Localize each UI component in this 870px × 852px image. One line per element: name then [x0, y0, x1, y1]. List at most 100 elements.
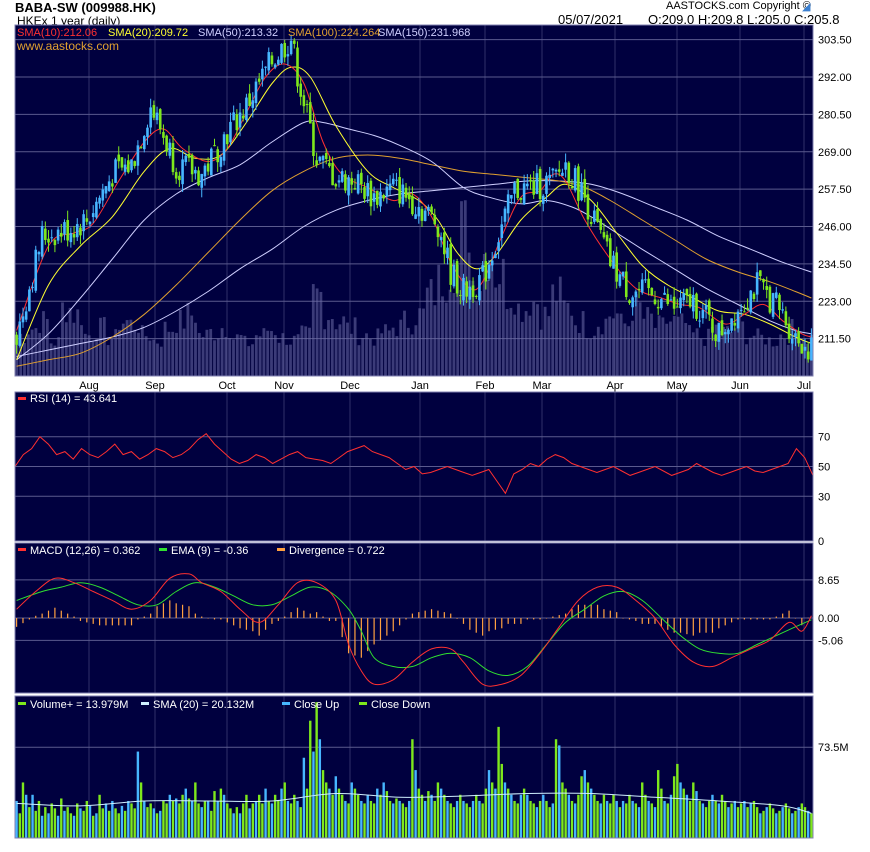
- volume-bar-down: [746, 807, 749, 838]
- candle-down: [519, 197, 523, 200]
- candle-up: [660, 299, 663, 309]
- price-volume-bar: [665, 323, 669, 376]
- candle-down: [66, 220, 69, 241]
- price-legend-2: SMA(20):209.72: [108, 27, 188, 39]
- divergence-bar: [373, 618, 375, 645]
- price-volume-bar: [517, 303, 520, 376]
- candle-down: [465, 281, 468, 297]
- candle-up: [755, 272, 759, 295]
- divergence-bar: [571, 609, 573, 618]
- price-volume-bar: [798, 340, 802, 376]
- candle-up: [526, 183, 529, 187]
- volume-bar-up: [72, 815, 76, 838]
- volume-bar-down: [545, 800, 548, 838]
- price-volume-bar: [680, 313, 684, 376]
- candle-down: [436, 226, 440, 238]
- price-volume-bar: [156, 343, 159, 376]
- divergence-bar: [456, 618, 458, 619]
- price-volume-bar: [403, 310, 406, 376]
- volume-bar-up: [184, 788, 187, 838]
- volume-bar-down: [251, 803, 255, 838]
- price-volume-bar: [460, 201, 463, 376]
- rsi-y-tick-label: 30: [818, 491, 830, 503]
- candle-down: [111, 183, 114, 187]
- candle-up: [75, 224, 79, 238]
- price-volume-bar: [68, 307, 72, 376]
- price-volume-bar: [243, 335, 247, 376]
- price-volume-bar: [80, 325, 83, 376]
- price-volume-bar: [612, 318, 615, 376]
- month-axis-label: Aug: [79, 380, 99, 392]
- candle-down: [688, 293, 692, 307]
- volume-bar-down: [171, 800, 175, 838]
- volume-bar-down: [82, 810, 85, 838]
- price-y-tick-label: 246.00: [818, 222, 852, 234]
- price-volume-bar: [235, 334, 239, 376]
- price-volume-bar: [741, 321, 745, 376]
- rsi-panel-border: [14, 391, 814, 542]
- candle-up: [541, 195, 545, 204]
- volume-bar-up: [47, 813, 50, 838]
- candle-down: [398, 177, 401, 204]
- volume-bar-up: [669, 794, 673, 838]
- divergence-bar: [520, 618, 522, 624]
- divergence-bar: [156, 606, 158, 618]
- volume-bar-down: [704, 807, 708, 838]
- sma100-line: [16, 154, 812, 367]
- divergence-bar: [424, 610, 426, 618]
- volume-bar-down: [309, 720, 312, 838]
- price-volume-bar: [703, 345, 707, 376]
- divergence-bar: [213, 618, 216, 620]
- price-volume-bar: [805, 343, 809, 376]
- candle-down: [350, 178, 354, 185]
- price-volume-bar: [159, 346, 163, 376]
- divergence-bar: [316, 612, 318, 618]
- candle-up: [692, 294, 695, 312]
- price-volume-bar: [296, 334, 300, 376]
- divergence-bar: [609, 610, 611, 618]
- candle-down: [369, 180, 373, 207]
- price-volume-bar: [513, 314, 517, 376]
- volume-bar-down: [420, 794, 424, 838]
- divergence-bar: [430, 609, 433, 618]
- volume-bar-down: [561, 782, 564, 838]
- volume-bar-down: [34, 810, 37, 838]
- volume-bar-up: [232, 813, 235, 838]
- divergence-bar: [284, 616, 286, 618]
- volume-bar-up: [717, 803, 721, 838]
- volume-bar-down: [577, 794, 580, 838]
- volume-bar-down: [491, 782, 494, 838]
- candle-up: [730, 318, 733, 331]
- candle-down: [458, 295, 462, 297]
- divergence-bar: [565, 613, 567, 618]
- price-volume-bar: [509, 307, 513, 376]
- volume-bar-up: [797, 807, 800, 838]
- divergence-bar: [86, 618, 88, 623]
- rsi-y-tick-label: 70: [818, 432, 830, 444]
- rsi-legend-swatch: [18, 397, 26, 400]
- volume-bar-up: [56, 815, 60, 838]
- price-volume-bar: [258, 336, 262, 376]
- candle-down: [47, 238, 50, 243]
- candle-down: [596, 208, 599, 222]
- divergence-bar: [437, 610, 439, 618]
- volume-bar-up: [136, 751, 140, 838]
- candle-down: [293, 40, 296, 44]
- candle-down: [331, 162, 334, 186]
- volume-bar-up: [542, 794, 545, 838]
- candle-down: [787, 323, 791, 339]
- price-volume-bar: [361, 337, 365, 376]
- volume-bar-down: [379, 794, 382, 838]
- volume-bar-up: [376, 788, 379, 838]
- rsi-legend-label: RSI (14) = 43.641: [30, 393, 117, 405]
- candle-up: [634, 291, 638, 298]
- candle-down: [430, 206, 433, 213]
- macd-panel-border: [14, 542, 814, 694]
- volume-bar-up: [749, 803, 752, 838]
- divergence-bar: [124, 618, 126, 626]
- volume-bar-up: [280, 788, 283, 838]
- candle-up: [229, 121, 232, 143]
- price-volume-bar: [171, 331, 175, 376]
- divergence-bar: [130, 618, 133, 626]
- price-volume-bar: [699, 338, 703, 376]
